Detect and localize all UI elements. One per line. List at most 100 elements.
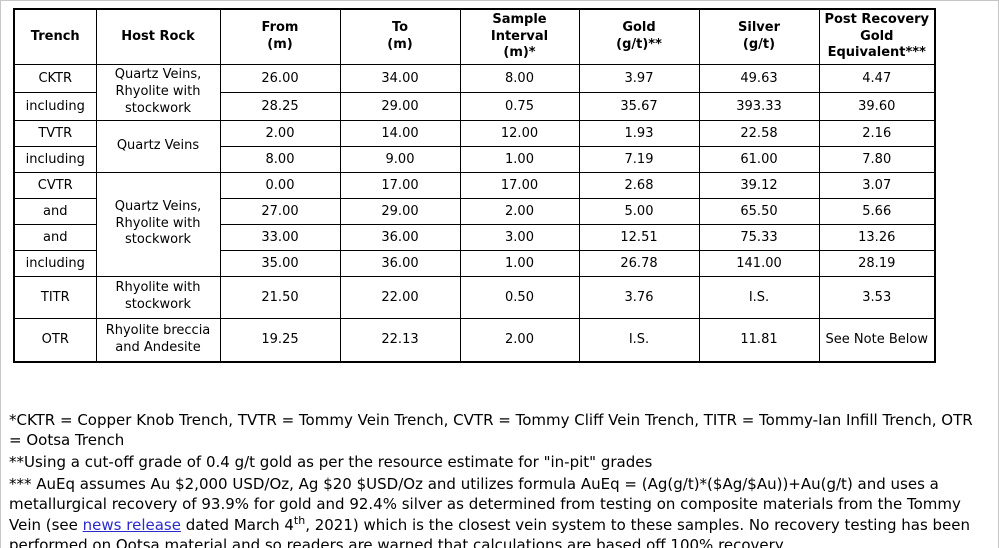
aueq-cell: 5.66	[818, 197, 936, 225]
from-cell: 35.00	[219, 249, 341, 277]
to-cell: 36.00	[339, 249, 461, 277]
interval-cell: 3.00	[459, 223, 580, 251]
aueq-cell: 2.16	[818, 119, 936, 147]
trench-cell: including	[13, 249, 97, 277]
silver-cell: 49.63	[698, 63, 820, 93]
silver-cell: 141.00	[698, 249, 820, 277]
silver-cell: 393.33	[698, 91, 820, 121]
news-release-link[interactable]: news release	[82, 515, 181, 534]
silver-cell: 39.12	[698, 171, 820, 199]
trench-results-table: Trench Host Rock From (m) To (m) Sample …	[13, 8, 936, 364]
interval-cell: 0.75	[459, 91, 580, 121]
footnote-trench-abbreviations: *CKTR = Copper Knob Trench, TVTR = Tommy…	[9, 411, 973, 450]
footnote-cutoff-grade: **Using a cut-off grade of 0.4 g/t gold …	[9, 453, 653, 472]
gold-cell: 35.67	[578, 91, 700, 121]
table-row: and 27.00 29.00 2.00 5.00 65.50 5.66	[13, 197, 936, 225]
col-header-sample-interval: Sample Interval (m)*	[459, 8, 580, 65]
host-rock-cell: Quartz Veins, Rhyolite with stockwork	[95, 63, 221, 121]
silver-cell: I.S.	[698, 275, 820, 319]
interval-cell: 0.50	[459, 275, 580, 319]
aueq-cell: 7.80	[818, 145, 936, 173]
from-cell: 26.00	[219, 63, 341, 93]
interval-cell: 1.00	[459, 145, 580, 173]
from-cell: 28.25	[219, 91, 341, 121]
aueq-cell: See Note Below	[818, 317, 936, 363]
to-cell: 29.00	[339, 197, 461, 225]
to-cell: 14.00	[339, 119, 461, 147]
silver-cell: 11.81	[698, 317, 820, 363]
table-row: including 28.25 29.00 0.75 35.67 393.33 …	[13, 91, 936, 121]
aueq-cell: 28.19	[818, 249, 936, 277]
from-cell: 21.50	[219, 275, 341, 319]
footnote-aueq-text-rest: , 2021) which is the closest vein system…	[9, 515, 971, 548]
from-cell: 19.25	[219, 317, 341, 363]
trench-cell: TVTR	[13, 119, 97, 147]
table-row: CVTR Quartz Veins, Rhyolite with stockwo…	[13, 171, 936, 277]
gold-cell: 12.51	[578, 223, 700, 251]
col-header-to: To (m)	[339, 8, 461, 65]
aueq-cell: 3.07	[818, 171, 936, 199]
to-cell: 22.13	[339, 317, 461, 363]
table-row: including 8.00 9.00 1.00 7.19 61.00 7.80	[13, 145, 936, 173]
footnote-aueq-assumptions: *** AuEq assumes Au $2,000 USD/Oz, Ag $2…	[9, 474, 987, 548]
gold-cell: 2.68	[578, 171, 700, 199]
table-row: OTR Rhyolite breccia and Andesite 19.25 …	[13, 317, 936, 363]
aueq-cell: 39.60	[818, 91, 936, 121]
silver-cell: 61.00	[698, 145, 820, 173]
gold-cell: I.S.	[578, 317, 700, 363]
to-cell: 34.00	[339, 63, 461, 93]
interval-cell: 12.00	[459, 119, 580, 147]
interval-cell: 2.00	[459, 317, 580, 363]
from-cell: 0.00	[219, 171, 341, 199]
trench-cell: OTR	[13, 317, 97, 363]
footnote-aueq-text-after-link: dated March 4	[180, 515, 294, 534]
col-header-from: From (m)	[219, 8, 341, 65]
host-rock-cell: Quartz Veins	[95, 119, 221, 173]
trench-cell: and	[13, 197, 97, 225]
interval-cell: 2.00	[459, 197, 580, 225]
header-row: Trench Host Rock From (m) To (m) Sample …	[13, 8, 936, 65]
host-rock-cell: Rhyolite breccia and Andesite	[95, 317, 221, 363]
col-header-silver: Silver (g/t)	[698, 8, 820, 65]
to-cell: 22.00	[339, 275, 461, 319]
from-cell: 33.00	[219, 223, 341, 251]
from-cell: 8.00	[219, 145, 341, 173]
trench-cell: TITR	[13, 275, 97, 319]
table-row: TITR Rhyolite with stockwork 21.50 22.00…	[13, 275, 936, 319]
trench-cell: including	[13, 145, 97, 173]
footnotes-section: *CKTR = Copper Knob Trench, TVTR = Tommy…	[9, 410, 987, 548]
trench-cell: and	[13, 223, 97, 251]
to-cell: 9.00	[339, 145, 461, 173]
gold-cell: 5.00	[578, 197, 700, 225]
silver-cell: 22.58	[698, 119, 820, 147]
interval-cell: 17.00	[459, 171, 580, 199]
gold-cell: 26.78	[578, 249, 700, 277]
aueq-cell: 4.47	[818, 63, 936, 93]
gold-cell: 7.19	[578, 145, 700, 173]
date-ordinal-superscript: th	[293, 513, 306, 527]
trench-cell: including	[13, 91, 97, 121]
col-header-gold: Gold (g/t)**	[578, 8, 700, 65]
aueq-cell: 3.53	[818, 275, 936, 319]
to-cell: 36.00	[339, 223, 461, 251]
col-header-host-rock: Host Rock	[95, 8, 221, 65]
to-cell: 29.00	[339, 91, 461, 121]
table-row: and 33.00 36.00 3.00 12.51 75.33 13.26	[13, 223, 936, 251]
silver-cell: 75.33	[698, 223, 820, 251]
trench-cell: CVTR	[13, 171, 97, 199]
host-rock-cell: Rhyolite with stockwork	[95, 275, 221, 319]
aueq-cell: 13.26	[818, 223, 936, 251]
silver-cell: 65.50	[698, 197, 820, 225]
gold-cell: 1.93	[578, 119, 700, 147]
from-cell: 2.00	[219, 119, 341, 147]
to-cell: 17.00	[339, 171, 461, 199]
trench-cell: CKTR	[13, 63, 97, 93]
interval-cell: 1.00	[459, 249, 580, 277]
footnote-aueq-text-before-link: *** AuEq assumes Au $2,000 USD/Oz, Ag $2…	[9, 475, 961, 534]
gold-cell: 3.76	[578, 275, 700, 319]
from-cell: 27.00	[219, 197, 341, 225]
col-header-trench: Trench	[13, 8, 97, 65]
gold-cell: 3.97	[578, 63, 700, 93]
col-header-gold-equivalent: Post Recovery Gold Equivalent***	[818, 8, 936, 65]
